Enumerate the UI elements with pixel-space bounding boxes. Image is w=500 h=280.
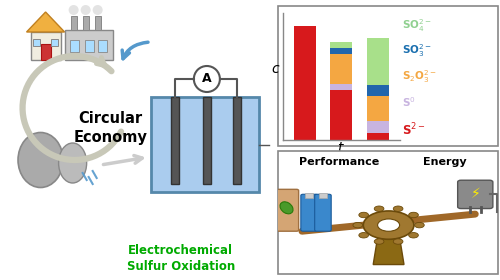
Bar [82, 16, 88, 30]
Polygon shape [26, 12, 64, 32]
Circle shape [408, 233, 418, 238]
Polygon shape [373, 237, 404, 265]
Circle shape [353, 222, 362, 228]
Ellipse shape [58, 143, 86, 183]
Bar [40, 44, 50, 60]
Text: SO$_3^{2-}$: SO$_3^{2-}$ [402, 42, 432, 59]
Bar [233, 97, 241, 184]
Circle shape [359, 212, 368, 218]
Text: Energy: Energy [423, 157, 467, 167]
Text: ⚡: ⚡ [470, 187, 480, 201]
Circle shape [394, 206, 403, 211]
Ellipse shape [280, 202, 293, 214]
Bar [50, 39, 58, 46]
Bar [318, 193, 327, 198]
Circle shape [408, 212, 418, 218]
Bar [171, 97, 179, 184]
Bar [32, 39, 40, 46]
Circle shape [378, 219, 400, 231]
Text: Circular
Economy: Circular Economy [74, 111, 148, 145]
Circle shape [80, 5, 90, 15]
Circle shape [92, 5, 102, 15]
FancyBboxPatch shape [274, 189, 298, 231]
Circle shape [374, 239, 384, 244]
Bar [70, 40, 78, 52]
Circle shape [359, 233, 368, 238]
Bar [30, 32, 60, 60]
Bar [330, 90, 352, 140]
Bar [367, 133, 389, 140]
Text: Performance: Performance [299, 157, 379, 167]
Text: S$^{2-}$: S$^{2-}$ [402, 122, 426, 138]
Circle shape [394, 239, 403, 244]
Circle shape [414, 222, 424, 228]
Bar [330, 84, 352, 90]
Text: S$_2$O$_3^{2-}$: S$_2$O$_3^{2-}$ [402, 68, 437, 85]
Bar [367, 85, 389, 96]
Text: S$^0$: S$^0$ [402, 95, 416, 109]
Bar [294, 26, 316, 140]
Bar [305, 193, 313, 198]
Bar [330, 54, 352, 84]
Bar [330, 42, 352, 48]
FancyBboxPatch shape [314, 194, 331, 231]
Bar [64, 30, 112, 60]
Bar [203, 97, 211, 184]
Bar [330, 48, 352, 54]
Text: SO$_4^{2-}$: SO$_4^{2-}$ [402, 17, 432, 34]
Bar [94, 16, 100, 30]
X-axis label: $t$: $t$ [338, 141, 345, 155]
Bar [98, 40, 106, 52]
Bar [367, 121, 389, 133]
Circle shape [364, 211, 414, 239]
Bar [70, 16, 76, 30]
Text: Electrochemical
Sulfur Oxidation: Electrochemical Sulfur Oxidation [126, 244, 235, 272]
Bar [84, 40, 94, 52]
Bar [367, 38, 389, 85]
Bar [151, 97, 259, 192]
Bar [367, 96, 389, 121]
Circle shape [374, 206, 384, 211]
FancyBboxPatch shape [458, 180, 493, 209]
Circle shape [68, 5, 78, 15]
Y-axis label: $c$: $c$ [271, 62, 280, 76]
Circle shape [194, 66, 220, 92]
Ellipse shape [18, 132, 63, 188]
Text: A: A [202, 73, 211, 85]
FancyBboxPatch shape [301, 194, 318, 231]
